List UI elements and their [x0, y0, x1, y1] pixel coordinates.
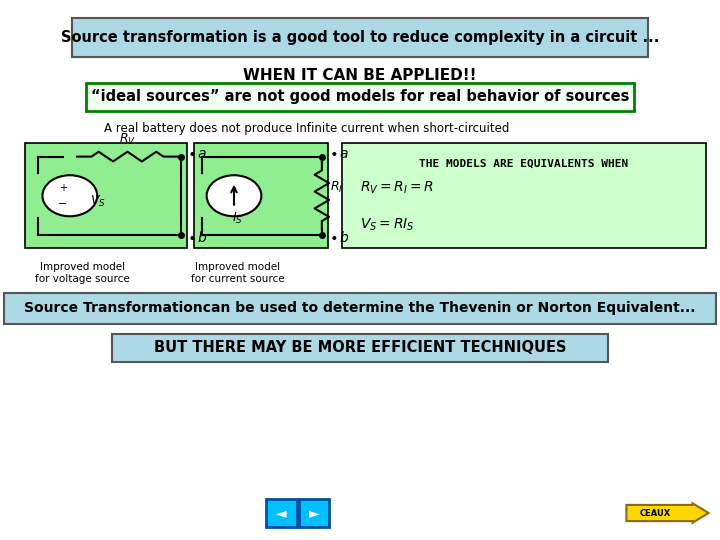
- Text: $R_V = R_I = R$: $R_V = R_I = R$: [360, 179, 434, 195]
- Circle shape: [207, 175, 261, 216]
- Text: $R_V$: $R_V$: [119, 132, 136, 147]
- Text: BUT THERE MAY BE MORE EFFICIENT TECHNIQUES: BUT THERE MAY BE MORE EFFICIENT TECHNIQU…: [154, 340, 566, 355]
- Text: $R_I$: $R_I$: [330, 180, 343, 195]
- Text: $\bullet\,a$: $\bullet\,a$: [187, 147, 208, 161]
- Bar: [194, 143, 328, 248]
- Bar: [342, 143, 706, 248]
- Bar: [112, 334, 608, 362]
- Text: CEAUX: CEAUX: [639, 509, 671, 517]
- Bar: [299, 499, 329, 527]
- Text: −: −: [58, 199, 68, 209]
- Text: +: +: [58, 183, 67, 193]
- Text: $\bullet\,b$: $\bullet\,b$: [329, 230, 350, 245]
- FancyArrow shape: [626, 503, 708, 523]
- Bar: [25, 143, 187, 248]
- Text: ◄: ◄: [276, 506, 287, 520]
- Text: Improved model
for current source: Improved model for current source: [191, 262, 284, 284]
- Text: Source Transformationcan be used to determine the Thevenin or Norton Equivalent.: Source Transformationcan be used to dete…: [24, 301, 696, 315]
- Text: “ideal sources” are not good models for real behavior of sources: “ideal sources” are not good models for …: [91, 89, 629, 104]
- Text: Source transformation is a good tool to reduce complexity in a circuit ...: Source transformation is a good tool to …: [60, 30, 660, 45]
- Text: $V_S = RI_S$: $V_S = RI_S$: [360, 217, 415, 233]
- Text: $\bullet\,a$: $\bullet\,a$: [329, 147, 350, 161]
- Text: ►: ►: [309, 506, 319, 520]
- Text: $\bullet\,b$: $\bullet\,b$: [187, 230, 208, 245]
- Text: WHEN IT CAN BE APPLIED!!: WHEN IT CAN BE APPLIED!!: [243, 68, 477, 83]
- Text: Improved model
for voltage source: Improved model for voltage source: [35, 262, 130, 284]
- Text: THE MODELS ARE EQUIVALENTS WHEN: THE MODELS ARE EQUIVALENTS WHEN: [419, 158, 629, 168]
- Bar: [86, 83, 634, 111]
- Text: A real battery does not produce Infinite current when short-circuited: A real battery does not produce Infinite…: [104, 122, 510, 135]
- Circle shape: [42, 175, 97, 216]
- Bar: [4, 293, 716, 324]
- Text: $I_S$: $I_S$: [232, 211, 243, 226]
- Text: $V_S$: $V_S$: [90, 194, 106, 208]
- Bar: [72, 18, 648, 57]
- Bar: [266, 499, 297, 527]
